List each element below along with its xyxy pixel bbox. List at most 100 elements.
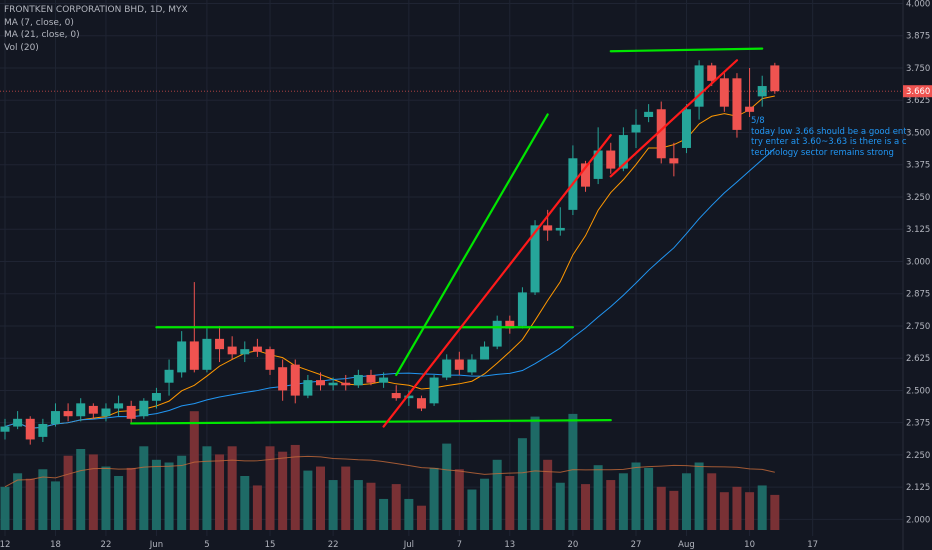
ma7-legend[interactable]: MA (7, close, 0) (4, 17, 74, 28)
candle-body (25, 418, 35, 440)
volume-bar (177, 455, 187, 530)
candle-body (114, 403, 124, 409)
time-tick-label: 7 (457, 540, 462, 550)
volume-bar (694, 462, 704, 530)
price-tick-label: 3.750 (906, 64, 930, 74)
candle-body (189, 341, 199, 370)
price-tick-label: 2.875 (906, 290, 930, 300)
candle-body (88, 405, 98, 414)
time-tick-label: 10 (744, 540, 755, 550)
candle-body (492, 320, 502, 347)
red-trend-line (609, 59, 739, 178)
volume-bar (240, 476, 250, 530)
volume-bar (278, 451, 288, 530)
candle-body (442, 359, 452, 378)
candle-body (681, 109, 691, 148)
candle-body (215, 338, 225, 350)
annotation-line: today low 3.66 should be a good entry (751, 126, 906, 137)
volume-bar (13, 473, 23, 530)
candle-body (429, 377, 439, 404)
price-tick-label: 3.625 (906, 96, 930, 106)
candle-body (202, 338, 212, 370)
volume-bar (391, 484, 401, 530)
time-tick-label: 12 (0, 540, 10, 550)
volume-bar (189, 411, 199, 530)
candle-body (555, 227, 565, 231)
volume-bar (50, 481, 60, 530)
volume-bar (215, 454, 225, 530)
candle-body (391, 393, 401, 399)
volume-bar (290, 444, 300, 530)
green-trend-line (130, 419, 612, 425)
price-tick-label: 3.500 (906, 128, 930, 138)
candle-body (480, 346, 490, 360)
price-tick-label: 2.750 (906, 322, 930, 332)
text-annotation[interactable]: 5/8 today low 3.66 should be a good entr… (751, 116, 906, 158)
green-trend-line (609, 47, 764, 53)
candle-body (656, 109, 666, 159)
last-price-label: 3.660 (906, 87, 930, 97)
candle-body (694, 65, 704, 107)
candle-body (593, 150, 603, 179)
candle-body (644, 111, 654, 118)
time-tick-label: 17 (807, 540, 818, 550)
grid-lines (0, 0, 904, 550)
volume-bar (101, 466, 111, 530)
time-tick-label: Jun (149, 540, 163, 550)
last-price-marker: 3.660 (0, 85, 932, 98)
price-tick-label: 2.375 (906, 419, 930, 429)
volume-bar (202, 446, 212, 530)
price-tick-label: 2.125 (906, 483, 930, 493)
price-tick-label: 3.875 (906, 32, 930, 42)
price-axis: 4.000 3.875 3.750 3.625 3.500 3.375 3.250 3.125… (906, 0, 930, 525)
volume-bar (353, 480, 363, 530)
volume-bar (467, 489, 477, 530)
candle-body (543, 225, 553, 231)
volume-bar (530, 416, 540, 530)
price-tick-label: 2.500 (906, 386, 930, 396)
time-tick-label: 13 (504, 540, 515, 550)
volume-bar (669, 490, 679, 530)
volume-bar (303, 470, 313, 530)
candle-body (517, 292, 527, 326)
volume-bar (555, 482, 565, 530)
volume-bar (252, 485, 262, 530)
time-tick-label: 20 (567, 540, 578, 550)
candle-body (341, 382, 351, 386)
candle-body (454, 359, 464, 370)
volume-bar (227, 446, 237, 530)
price-tick-label: 2.625 (906, 354, 930, 364)
volume-bar (745, 492, 755, 530)
candle-body (139, 400, 149, 417)
volume-bar (480, 478, 490, 530)
candle-body (0, 426, 10, 432)
symbol-title[interactable]: FRONTKEN CORPORATION BHD, 1D, MYX (4, 5, 188, 15)
candle-body (581, 163, 591, 187)
time-tick-label: 22 (328, 540, 339, 550)
time-tick-label: Aug (678, 540, 695, 550)
volume-bar (126, 467, 136, 530)
volume-bar (164, 462, 174, 530)
ma21-legend[interactable]: MA (21, close, 0) (4, 30, 80, 40)
volume-bar (63, 455, 73, 530)
candle-body (719, 78, 729, 107)
candle-body (63, 411, 73, 417)
time-tick-label: 5 (204, 540, 209, 550)
volume-bar (492, 459, 502, 530)
green-trend-line (395, 113, 549, 377)
volume-bar (139, 446, 149, 530)
candle-body (126, 405, 136, 419)
candle-body (732, 78, 742, 130)
candle-body (177, 341, 187, 373)
volume-bar (429, 467, 439, 530)
volume-bar (76, 449, 86, 530)
candle-body (316, 380, 325, 386)
candle-body (353, 374, 363, 386)
candle-body (606, 150, 616, 169)
candle-body (38, 423, 48, 437)
candle-body (404, 395, 414, 399)
candle-body (770, 65, 780, 92)
volume-bar (581, 484, 591, 530)
volume-legend[interactable]: Vol (20) (4, 42, 39, 53)
